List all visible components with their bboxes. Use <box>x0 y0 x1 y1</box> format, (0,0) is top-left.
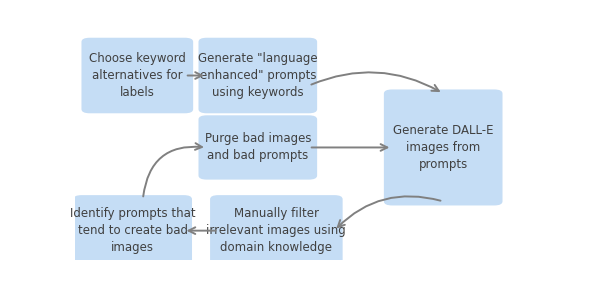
FancyBboxPatch shape <box>74 195 192 266</box>
FancyBboxPatch shape <box>384 89 502 206</box>
Text: Generate "language
enhanced" prompts
using keywords: Generate "language enhanced" prompts usi… <box>198 52 318 99</box>
Text: Choose keyword
alternatives for
labels: Choose keyword alternatives for labels <box>89 52 186 99</box>
Text: Manually filter
irrelevant images using
domain knowledge: Manually filter irrelevant images using … <box>206 207 346 254</box>
FancyBboxPatch shape <box>199 115 317 180</box>
Text: Generate DALL-E
images from
prompts: Generate DALL-E images from prompts <box>393 124 493 171</box>
Text: Identify prompts that
tend to create bad
images: Identify prompts that tend to create bad… <box>70 207 196 254</box>
Text: Purge bad images
and bad prompts: Purge bad images and bad prompts <box>205 133 311 162</box>
FancyBboxPatch shape <box>210 195 343 266</box>
FancyBboxPatch shape <box>199 38 317 113</box>
FancyBboxPatch shape <box>81 38 193 113</box>
